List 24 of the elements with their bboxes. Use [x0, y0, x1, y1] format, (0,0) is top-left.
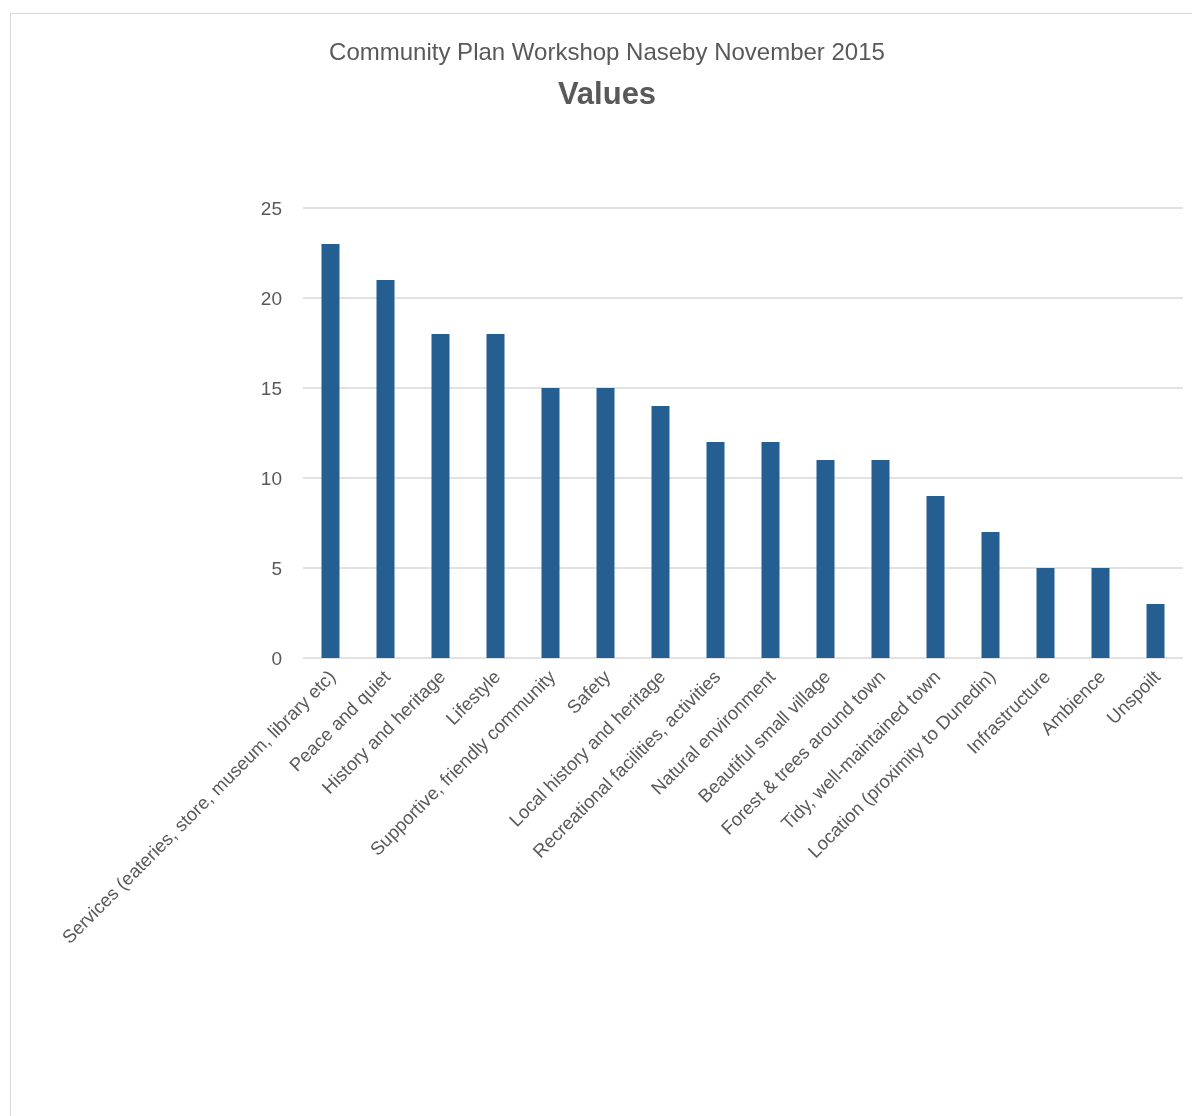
- bar: [1146, 604, 1165, 658]
- y-tick-label: 10: [260, 467, 282, 489]
- bar: [596, 388, 615, 658]
- bar: [1036, 568, 1055, 658]
- bar: [981, 532, 1000, 658]
- y-tick-label: 25: [260, 197, 282, 219]
- bar: [376, 280, 395, 658]
- y-tick-label: 20: [260, 287, 282, 309]
- bar: [651, 406, 670, 658]
- bar: [761, 442, 780, 658]
- chart-title: Values: [557, 76, 657, 111]
- bar: [541, 388, 560, 658]
- bar: [706, 442, 725, 658]
- bar: [816, 460, 835, 658]
- bar: [431, 334, 450, 658]
- y-tick-label: 5: [271, 557, 282, 579]
- y-tick-label: 15: [260, 377, 282, 399]
- bar: [871, 460, 890, 658]
- bar: [486, 334, 505, 658]
- bar: [1091, 568, 1110, 658]
- bar: [926, 496, 945, 658]
- chart-subtitle: Community Plan Workshop Naseby November 2015: [329, 38, 885, 65]
- y-tick-label: 0: [271, 647, 282, 669]
- bar: [321, 244, 340, 658]
